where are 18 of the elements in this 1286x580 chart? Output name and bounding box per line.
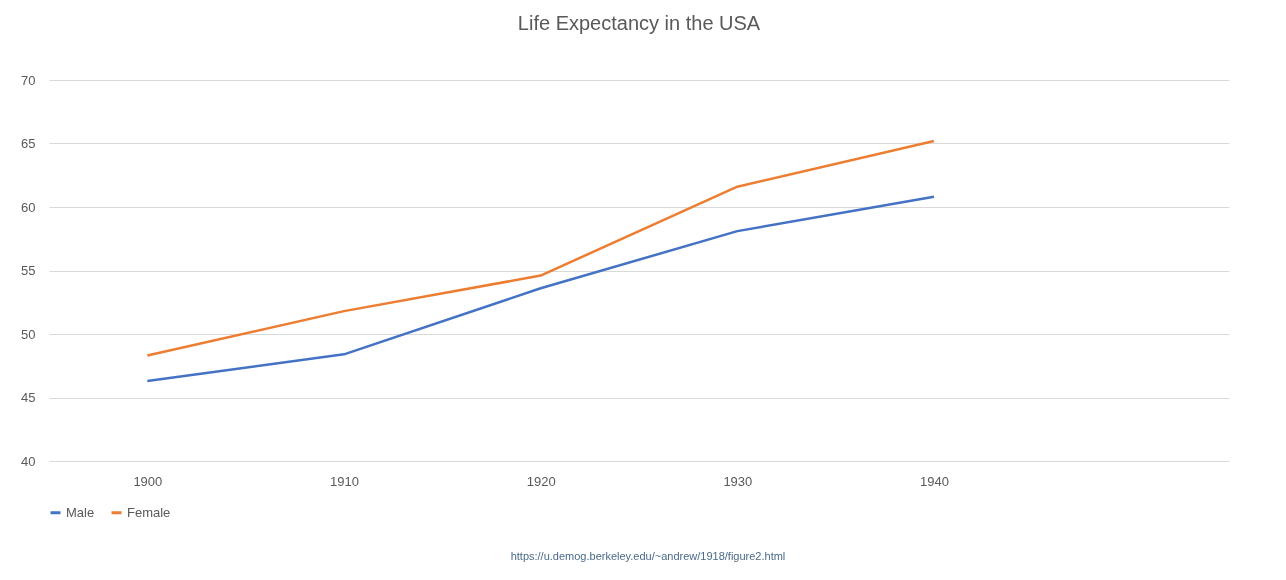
x-tick-label: 1920 [526, 473, 556, 489]
y-tick-label: 55 [21, 263, 36, 278]
x-tick-label: 1900 [133, 473, 163, 489]
line-series [146, 195, 936, 383]
x-tick-label: 1930 [723, 473, 753, 489]
chart-title: Life Expectancy in the USA [517, 12, 761, 34]
y-tick-label: 45 [21, 390, 36, 405]
legend-label: Female [127, 504, 171, 520]
y-tick-label: 70 [21, 72, 36, 88]
x-tick-label: 1910 [330, 473, 359, 489]
y-tick-label: 40 [21, 453, 36, 469]
y-tick-label: 65 [21, 136, 36, 151]
y-tick-label: 50 [21, 326, 36, 342]
text: https://u.demog.berkeley.edu/~andrew/1918/figure2.html [509, 550, 787, 562]
y-tick-label: 60 [21, 199, 36, 215]
line-series [146, 139, 936, 357]
legend-label: Male [66, 504, 95, 520]
x-tick-label: 1940 [920, 473, 949, 489]
